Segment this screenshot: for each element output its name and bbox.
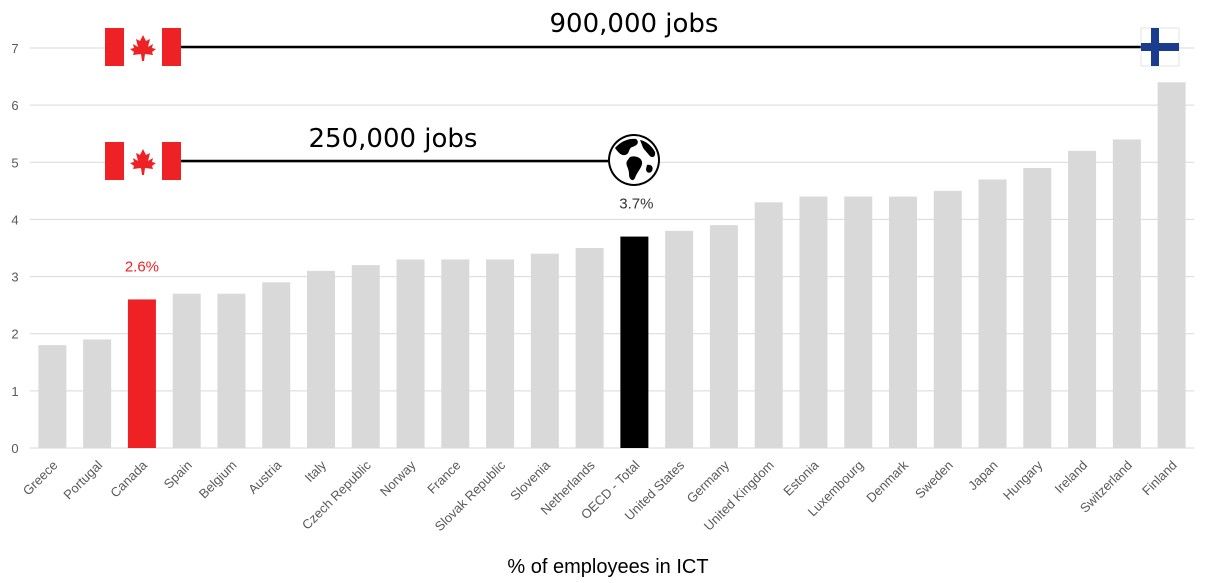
bar-oecd-total xyxy=(620,236,649,448)
bar-united-kingdom xyxy=(754,202,783,448)
y-axis-ticks: 0 1 2 3 4 5 6 7 xyxy=(11,41,18,456)
x-tick-label: Hungary xyxy=(1000,457,1046,503)
bar-denmark xyxy=(889,196,917,448)
bar-spain xyxy=(172,293,201,448)
canada-flag-icon xyxy=(105,142,181,180)
finland-flag-icon xyxy=(1140,27,1180,67)
x-axis-label: % of employees in ICT xyxy=(507,556,708,578)
y-tick-label: 2 xyxy=(11,327,18,342)
x-tick-label: Austria xyxy=(245,457,285,497)
x-tick-label: Spain xyxy=(161,458,195,492)
bar-netherlands xyxy=(575,248,604,448)
x-tick-label: France xyxy=(424,458,463,497)
bar-norway xyxy=(396,259,425,448)
y-tick-label: 4 xyxy=(11,212,18,227)
bar-czech-republic xyxy=(351,265,380,448)
x-tick-label: Finland xyxy=(1139,458,1180,499)
y-tick-label: 7 xyxy=(11,41,18,56)
annotation-250k-jobs: 250,000 jobs xyxy=(309,124,478,154)
y-tick-label: 5 xyxy=(11,155,18,170)
gridlines xyxy=(30,47,1194,449)
x-tick-label: Italy xyxy=(302,457,330,485)
bar-greece xyxy=(38,345,67,448)
x-tick-label: Japan xyxy=(965,458,1001,494)
x-axis-categories: Greece Portugal Canada Spain Belgium Austria I… xyxy=(20,457,1180,534)
bar-ireland xyxy=(1068,150,1097,448)
bar-finland xyxy=(1157,82,1186,449)
bar-hungary xyxy=(1023,168,1052,448)
bar-japan xyxy=(978,179,1007,448)
bar-switzerland xyxy=(1112,139,1141,448)
x-tick-label: Portugal xyxy=(60,457,105,502)
x-tick-label: Greece xyxy=(20,458,61,499)
bar-luxembourg xyxy=(844,196,873,448)
bar-slovak-republic xyxy=(486,259,515,448)
bar-austria xyxy=(262,282,291,448)
x-tick-label: Slovenia xyxy=(507,457,553,503)
bar-united-states xyxy=(665,230,694,448)
x-tick-label: Ireland xyxy=(1051,458,1090,497)
y-tick-label: 3 xyxy=(11,270,18,285)
bar-italy xyxy=(307,270,335,448)
y-tick-label: 1 xyxy=(11,384,18,399)
data-label-oecd-total: 3.7% xyxy=(619,196,653,213)
x-tick-label: Belgium xyxy=(196,458,240,502)
bar-sweden xyxy=(933,190,962,448)
y-tick-label: 6 xyxy=(11,98,18,113)
globe-icon xyxy=(608,134,660,186)
bar-estonia xyxy=(799,196,828,448)
bars xyxy=(38,82,1186,449)
bar-belgium xyxy=(217,293,246,448)
bar-canada xyxy=(127,299,156,448)
bar-germany xyxy=(709,225,738,448)
x-tick-label: Denmark xyxy=(863,457,911,505)
data-label-canada: 2.6% xyxy=(125,258,159,275)
canada-flag-icon xyxy=(105,28,181,66)
x-tick-label: Sweden xyxy=(912,458,956,502)
x-tick-label: Norway xyxy=(377,457,419,499)
bar-portugal xyxy=(83,339,112,448)
bar-slovenia xyxy=(530,253,559,448)
x-tick-label: Estonia xyxy=(780,457,822,499)
annotation-900k-jobs: 900,000 jobs xyxy=(550,9,719,39)
x-tick-label: Canada xyxy=(107,457,150,500)
y-tick-label: 0 xyxy=(11,441,18,456)
bar-france xyxy=(441,259,470,448)
